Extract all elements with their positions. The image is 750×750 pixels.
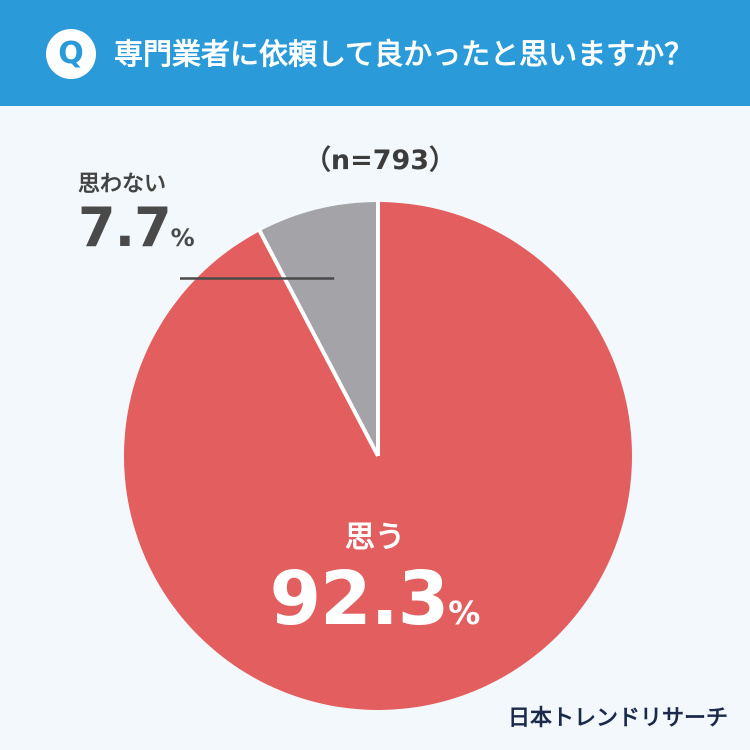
yes-slice-label: 思う [345, 520, 405, 555]
sample-size-label: （n=793） [303, 145, 457, 176]
slice-divider-line [257, 228, 380, 457]
no-slice-label: 思わない [78, 172, 167, 197]
question-badge: Q [46, 29, 96, 79]
pie-slice-no [259, 202, 378, 456]
yes-slice-value-number: 92.3 [269, 556, 450, 642]
no-slice-value-unit: % [170, 224, 195, 252]
question-title: 専門業者に依頼して良かったと思いますか？ [114, 37, 694, 71]
yes-slice-value: 92.3% [240, 556, 510, 642]
question-badge-letter: Q [58, 36, 84, 71]
header-bar: Q 専門業者に依頼して良かったと思いますか？ [0, 0, 750, 106]
brand-logo: 日本トレンドリサーチ [507, 706, 728, 731]
no-slice-value: 7.7% [78, 196, 195, 259]
yes-slice-value-unit: % [448, 594, 481, 632]
no-slice-value-number: 7.7 [78, 196, 172, 259]
